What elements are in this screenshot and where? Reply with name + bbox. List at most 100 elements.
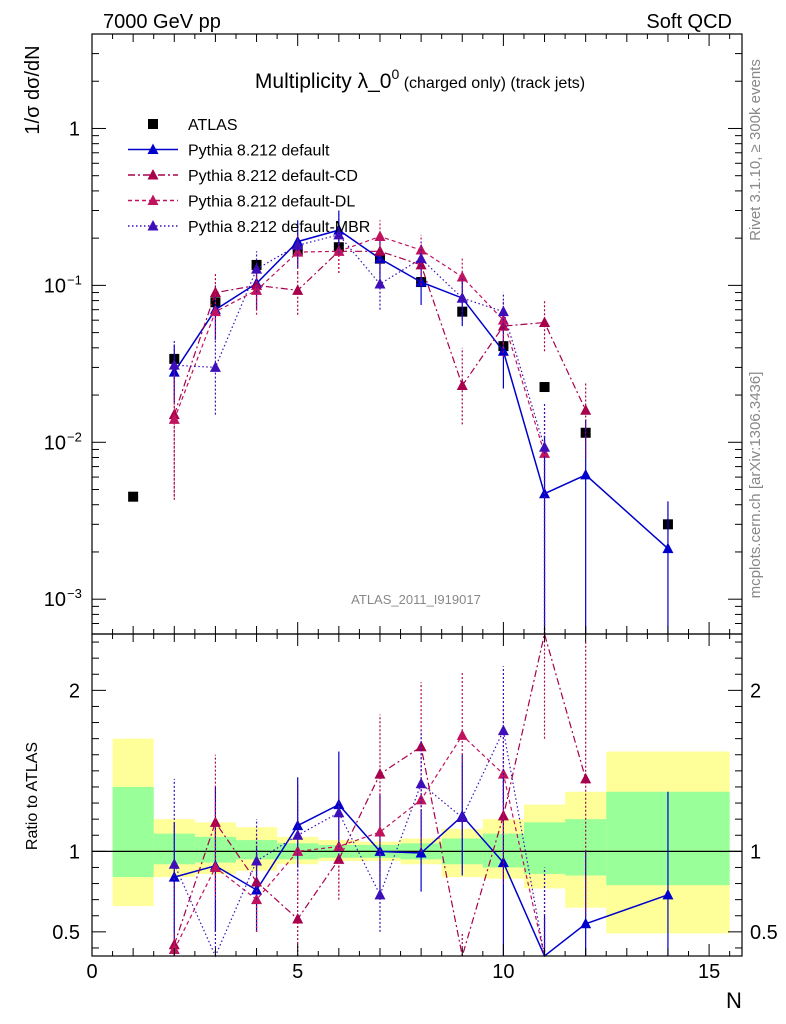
ratio-y-tick-label-left: 1 — [69, 841, 80, 863]
ratio-point-dl — [456, 729, 468, 740]
main-point-cd — [539, 316, 551, 327]
x-tick-label: 0 — [86, 961, 97, 983]
main-y-axis-label: 1/σ dσ/dN — [22, 45, 44, 134]
legend-marker-default — [147, 143, 159, 154]
ratio-point-default — [333, 798, 345, 810]
ratio-point-dl — [374, 826, 386, 837]
ratio-y-tick-label-left: 0.5 — [52, 922, 80, 944]
main-y-tick-label: 10 — [44, 589, 66, 611]
ratio-point-default — [292, 819, 304, 831]
ratio-point-mbr — [456, 811, 468, 823]
ratio-point-default — [251, 883, 263, 895]
ratio-point-mbr — [497, 724, 509, 736]
main-point-dl — [333, 245, 345, 256]
ratio-frame — [91, 633, 743, 957]
legend: ATLAS Pythia 8.212 default Pythia 8.212 de… — [128, 117, 370, 236]
main-point-cd — [374, 245, 386, 256]
ratio-uncertainty-bands — [92, 738, 742, 934]
main-line-dl — [173, 235, 546, 454]
rivet-version-text: Rivet 3.1.10, ≥ 300k events — [747, 59, 764, 241]
main-point-default — [580, 468, 592, 480]
main-point-dl — [251, 284, 263, 295]
ratio-y-tick-label-left: 2 — [69, 680, 80, 702]
legend-label: Pythia 8.212 default-CD — [188, 168, 358, 185]
ratio-y-axis-label: Ratio to ATLAS — [24, 742, 41, 850]
main-point-mbr — [168, 359, 180, 370]
main-point-mbr — [415, 252, 427, 264]
ratio-point-cd — [292, 912, 304, 924]
ratio-point-cd — [580, 772, 592, 784]
legend-marker-cd — [147, 169, 159, 180]
ratio-point-mbr — [168, 858, 180, 869]
main-point-data — [539, 382, 550, 393]
ratio-point-cd — [251, 875, 263, 887]
main-line-mbr — [174, 234, 546, 448]
x-axis-label: N — [726, 988, 742, 1013]
main-point-mbr — [251, 263, 263, 274]
ratio-point-mbr — [292, 829, 304, 840]
data-marks — [128, 210, 674, 958]
main-point-mbr — [497, 305, 509, 317]
ratio-line-default — [174, 803, 669, 958]
main-point-mbr — [539, 441, 551, 452]
x-tick-label: 10 — [492, 961, 514, 983]
main-point-cd — [456, 379, 468, 391]
main-point-data — [128, 491, 139, 502]
main-point-mbr — [333, 228, 345, 240]
x-tick-label: 15 — [698, 961, 720, 983]
main-point-dl — [374, 230, 386, 241]
main-point-default — [497, 345, 509, 356]
main-y-tick-label: 10 — [44, 432, 66, 454]
main-point-dl — [209, 305, 221, 317]
legend-label: ATLAS — [188, 117, 238, 134]
ratio-point-default — [580, 917, 592, 929]
band-inner — [523, 822, 566, 874]
main-y-tick-exponent: −3 — [67, 586, 82, 601]
band-inner — [112, 786, 154, 878]
main-y-tick-label: 10 — [44, 275, 66, 297]
ratio-point-mbr — [333, 806, 345, 818]
ratio-line-dl — [173, 734, 546, 957]
main-line-default — [173, 229, 669, 550]
ratio-y-tick-label-right: 2 — [750, 680, 761, 702]
main-y-tick-exponent: −2 — [67, 429, 82, 444]
ratio-line-mbr — [173, 728, 546, 958]
main-point-default — [374, 252, 386, 264]
header-left: 7000 GeV pp — [103, 11, 221, 33]
ratio-y-tick-label-right: 0.5 — [750, 922, 778, 944]
main-series-dl — [168, 220, 551, 634]
ratio-series-mbr — [168, 666, 546, 958]
plot-title: Multiplicity λ_00 (charged only) (track … — [255, 66, 585, 93]
ratio-point-dl — [209, 861, 221, 872]
main-point-mbr — [292, 239, 304, 250]
main-series-mbr — [168, 217, 551, 634]
legend-label: Pythia 8.212 default-DL — [188, 194, 355, 211]
main-point-cd — [292, 284, 304, 295]
ratio-point-default — [415, 846, 427, 858]
header-right: Soft QCD — [646, 11, 732, 33]
ratio-point-mbr — [415, 777, 427, 789]
main-point-dl — [168, 413, 180, 424]
ratio-point-cd — [374, 768, 386, 779]
main-line-cd — [173, 250, 587, 415]
ratio-point-default — [168, 871, 180, 882]
main-point-mbr — [456, 292, 468, 303]
ratio-y-tick-label-right: 1 — [750, 841, 761, 863]
ratio-point-default — [662, 888, 674, 900]
main-y-tick-label: 1 — [69, 118, 80, 140]
analysis-id: ATLAS_2011_I919017 — [351, 592, 481, 607]
main-point-mbr — [209, 361, 221, 372]
ratio-point-cd — [209, 816, 221, 827]
main-point-default — [662, 542, 674, 554]
legend-label: Pythia 8.212 default — [188, 143, 330, 160]
legend-label: Pythia 8.212 default-MBR — [188, 219, 370, 236]
legend-marker-data — [148, 119, 158, 129]
mcplots-text: mcplots.cern.ch [arXiv:1306.3436] — [747, 372, 764, 599]
x-tick-label: 5 — [292, 961, 303, 983]
main-y-tick-exponent: −1 — [67, 272, 82, 287]
ratio-series-dl — [168, 671, 546, 957]
legend-marker-mbr — [147, 220, 159, 231]
main-point-cd — [415, 258, 427, 270]
